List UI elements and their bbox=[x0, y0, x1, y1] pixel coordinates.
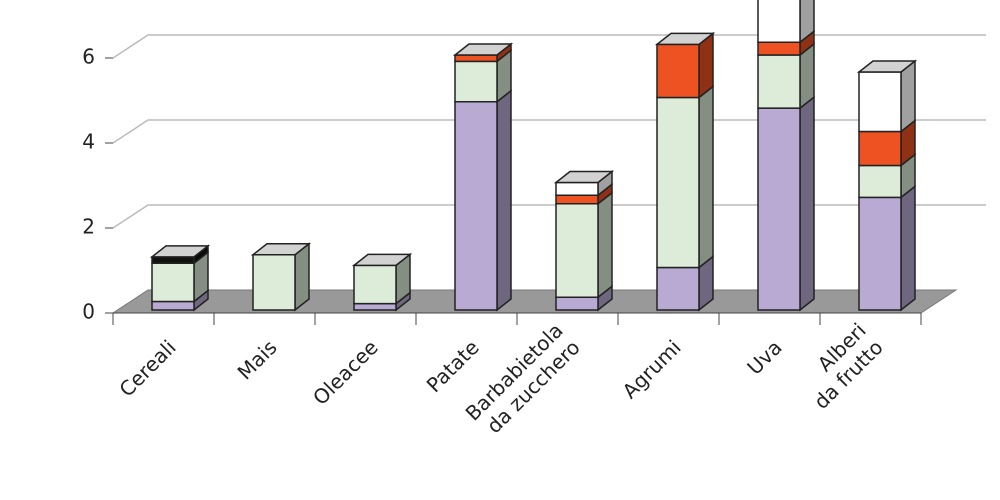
x-tick-label-line: Patate bbox=[422, 335, 484, 397]
bar-side bbox=[496, 89, 512, 312]
bar-segment bbox=[151, 300, 195, 311]
bar-segment bbox=[454, 101, 498, 311]
y-tick-label: 0 bbox=[82, 300, 95, 324]
bar-side bbox=[698, 84, 714, 270]
x-tick-label: Uva bbox=[742, 335, 786, 379]
bar-segment bbox=[454, 54, 498, 63]
grid-line bbox=[112, 119, 986, 144]
bar-top bbox=[250, 243, 312, 256]
bar-segment bbox=[858, 196, 902, 311]
bar-segment bbox=[858, 130, 902, 167]
bar-top bbox=[553, 170, 615, 184]
bar-side bbox=[900, 59, 916, 134]
x-tick-label: Oleacee bbox=[308, 335, 383, 410]
bar-segment bbox=[858, 71, 902, 133]
x-tick-label-line: Cereali bbox=[114, 335, 180, 401]
bar-side bbox=[799, 95, 815, 312]
bar-segment bbox=[151, 262, 195, 303]
bar-segment bbox=[353, 264, 397, 305]
bar-segment bbox=[757, 41, 801, 56]
bar-segment bbox=[656, 266, 700, 311]
x-tick-label-line: Mais bbox=[233, 335, 282, 384]
bar-segment bbox=[151, 256, 195, 264]
bar-top bbox=[149, 245, 211, 258]
bar-segment bbox=[555, 203, 599, 298]
bar-segment bbox=[656, 43, 700, 99]
y-tick-label: 2 bbox=[82, 215, 95, 239]
x-tick-label: Barbabietolada zucchero bbox=[461, 318, 585, 442]
bar-segment bbox=[757, 107, 801, 311]
y-tick-label: 4 bbox=[82, 130, 95, 154]
bar-segment bbox=[757, 54, 801, 109]
bar-side bbox=[799, 0, 815, 44]
x-tick-label: Mais bbox=[233, 335, 282, 384]
bar-side bbox=[597, 191, 613, 299]
x-tick-label-line: Uva bbox=[742, 335, 786, 379]
bar-segment bbox=[858, 164, 902, 199]
bar-top bbox=[452, 43, 514, 56]
x-tick-label: Patate bbox=[422, 335, 484, 397]
grid-line bbox=[112, 34, 986, 59]
bar-side bbox=[900, 184, 916, 312]
bar-top bbox=[351, 253, 413, 267]
bar-segment bbox=[353, 302, 397, 311]
x-tick-label-line: Agrumi bbox=[618, 335, 686, 403]
x-tick-label-line: Oleacee bbox=[308, 335, 383, 410]
x-tick-label: Agrumi bbox=[618, 335, 686, 403]
x-tick-label: Alberida frutto bbox=[792, 318, 888, 414]
grid-line bbox=[112, 204, 986, 229]
bar-top bbox=[856, 60, 918, 73]
floor bbox=[111, 289, 958, 314]
bar-segment bbox=[555, 194, 599, 205]
x-tick-label: Cereali bbox=[114, 335, 180, 401]
y-tick-label: 6 bbox=[82, 45, 95, 69]
bar-segment bbox=[656, 96, 700, 269]
bar-segment bbox=[555, 296, 599, 311]
bar-segment bbox=[555, 181, 599, 196]
bar-segment bbox=[757, 0, 801, 43]
bar-top bbox=[654, 32, 716, 46]
bar-segment bbox=[454, 60, 498, 103]
bar-segment bbox=[252, 254, 296, 311]
